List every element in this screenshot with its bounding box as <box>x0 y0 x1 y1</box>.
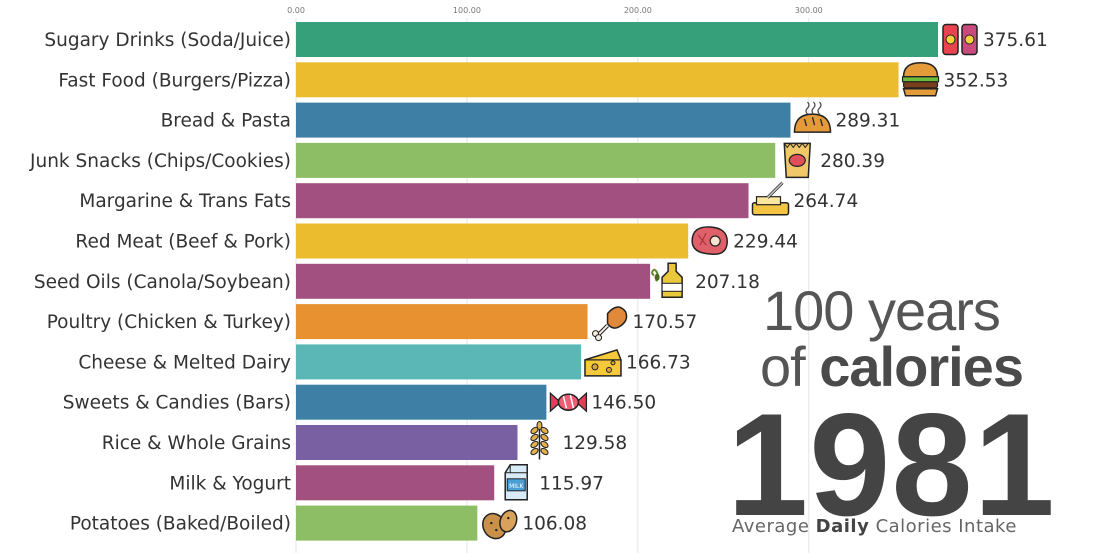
category-label: Sugary Drinks (Soda/Juice) <box>44 30 291 51</box>
wheat-icon <box>530 421 549 460</box>
x-tick-label: 200.00 <box>624 6 652 15</box>
value-label: 352.53 <box>944 70 1009 91</box>
year-label: 1981 <box>727 383 1056 546</box>
subtitle-suffix: Calories Intake <box>875 516 1017 537</box>
category-label: Bread & Pasta <box>161 111 291 132</box>
category-label: Seed Oils (Canola/Soybean) <box>34 272 291 293</box>
value-label: 106.08 <box>522 514 587 535</box>
bar <box>296 263 651 299</box>
value-label: 166.73 <box>626 352 691 373</box>
value-label: 146.50 <box>591 393 656 414</box>
chicken-leg-icon <box>592 306 628 342</box>
milk-carton-icon: MILK <box>504 464 528 501</box>
bar <box>296 223 689 259</box>
title-line-2-bold: calories <box>819 335 1024 398</box>
bread-loaf-icon <box>793 101 832 133</box>
subtitle-prefix: Average <box>732 516 810 537</box>
svg-text:MILK: MILK <box>509 483 524 490</box>
value-label: 229.44 <box>733 232 798 253</box>
olive-oil-icon <box>651 262 683 299</box>
bar <box>296 142 776 178</box>
bar <box>296 22 938 57</box>
x-tick-label: 100.00 <box>453 6 481 15</box>
chart-subtitle: Average Daily Calories Intake <box>732 516 1052 537</box>
title-line-1: 100 years <box>763 279 1001 342</box>
value-label: 115.97 <box>539 473 604 494</box>
value-label: 207.18 <box>695 272 760 293</box>
title-line-2-prefix: of <box>760 335 806 398</box>
candy-icon <box>549 391 588 413</box>
value-label: 170.57 <box>633 312 698 333</box>
value-label: 129.58 <box>562 433 627 454</box>
cheese-icon <box>584 348 622 377</box>
butter-icon <box>751 181 790 216</box>
subtitle-bold: Daily <box>815 516 870 537</box>
category-label: Poultry (Chicken & Turkey) <box>47 312 291 333</box>
category-label: Potatoes (Baked/Boiled) <box>70 514 291 535</box>
bar <box>296 304 588 340</box>
x-tick-label: 0.00 <box>287 6 305 15</box>
potato-icon <box>482 509 518 540</box>
bar <box>296 62 899 98</box>
bar <box>296 465 495 501</box>
category-label: Sweets & Candies (Bars) <box>63 393 291 414</box>
bar <box>296 384 547 420</box>
x-tick-label: 300.00 <box>795 6 823 15</box>
category-label: Cheese & Melted Dairy <box>78 352 291 373</box>
title-line-2: of calories <box>760 336 1060 398</box>
chips-bag-icon <box>783 142 812 179</box>
value-label: 264.74 <box>793 191 858 212</box>
bar <box>296 425 518 460</box>
bar <box>296 183 749 219</box>
steak-icon <box>691 226 728 256</box>
category-label: Margarine & Trans Fats <box>79 191 291 212</box>
bar <box>296 505 478 541</box>
bar <box>296 344 581 380</box>
category-label: Milk & Yogurt <box>169 473 291 494</box>
bar <box>296 102 791 138</box>
category-label: Fast Food (Burgers/Pizza) <box>58 70 291 91</box>
value-label: 375.61 <box>983 30 1048 51</box>
soda-cans-icon <box>942 23 978 56</box>
value-label: 289.31 <box>835 111 900 132</box>
category-label: Red Meat (Beef & Pork) <box>75 232 291 253</box>
category-label: Junk Snacks (Chips/Cookies) <box>29 151 291 172</box>
burger-icon <box>901 62 940 97</box>
value-label: 280.39 <box>820 151 885 172</box>
category-label: Rice & Whole Grains <box>102 433 291 454</box>
